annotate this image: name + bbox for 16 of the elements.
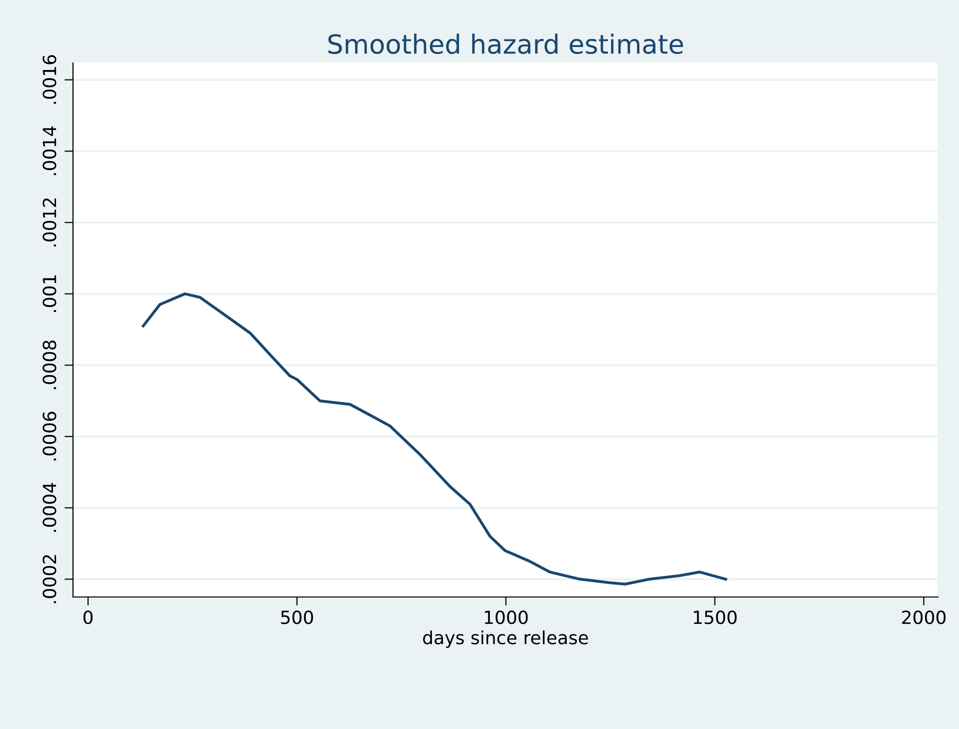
x-tick-label: 2000 (902, 610, 946, 624)
y-tick-label: .0014 (42, 126, 56, 176)
chart-title: Smoothed hazard estimate (328, 34, 683, 54)
y-tick-label: .0012 (42, 198, 56, 246)
y-tick-label: .0006 (42, 412, 56, 460)
x-tick-label: 1500 (694, 610, 737, 624)
line-series (142, 292, 728, 586)
x-tick-label: 0 (83, 610, 93, 624)
y-tick-label: .0008 (42, 340, 56, 390)
y-tick-label: .0004 (42, 483, 56, 532)
y-tick-label: .0002 (42, 555, 56, 604)
y-tick-label: .0016 (42, 55, 56, 104)
y-tick-label: .001 (42, 275, 56, 312)
x-tick-label: 1000 (484, 610, 528, 624)
x-tick-label: 500 (281, 610, 314, 624)
x-axis-title: days since release (423, 630, 588, 648)
